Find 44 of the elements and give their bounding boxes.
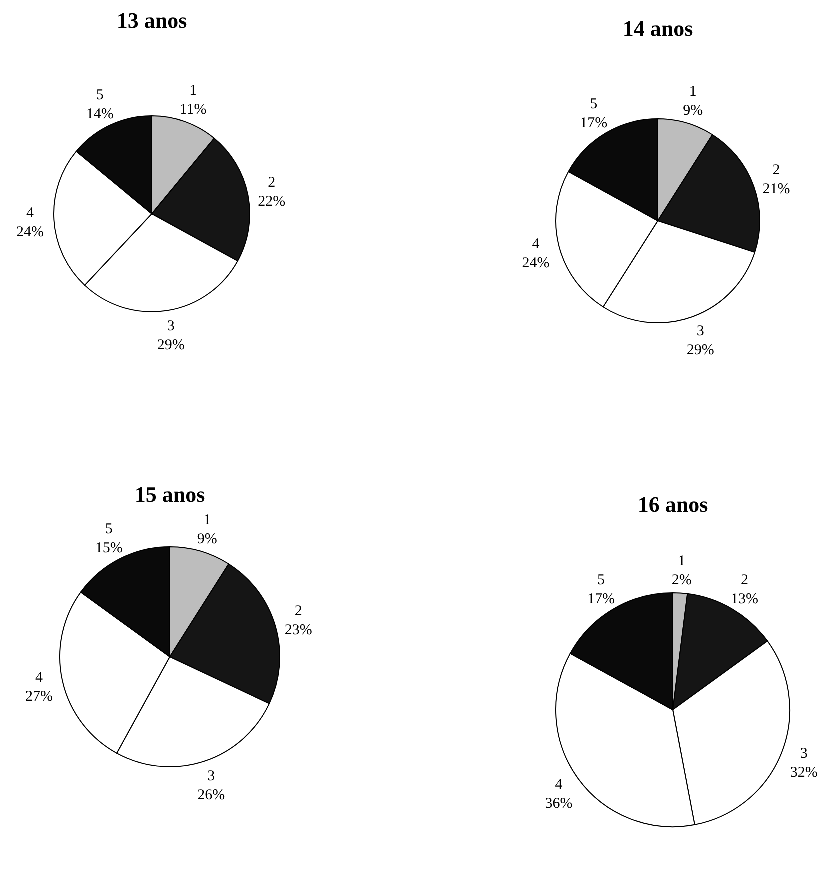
- data-label: 11%: [180, 102, 207, 118]
- slice-label: 4: [26, 206, 34, 222]
- slice-label: 3: [208, 768, 216, 784]
- data-label: 29%: [686, 342, 714, 359]
- data-label: 22%: [258, 194, 286, 210]
- slice-label: 4: [35, 670, 44, 686]
- slice-label: 5: [597, 572, 605, 589]
- slice-label: 1: [190, 83, 198, 100]
- data-label: 27%: [25, 689, 53, 706]
- data-label: 13%: [731, 592, 759, 608]
- data-label: 17%: [587, 592, 615, 608]
- slice-label: 5: [96, 88, 104, 104]
- slice-label: 4: [532, 236, 540, 252]
- slice-label: 5: [105, 522, 113, 538]
- slice-label: 4: [555, 776, 564, 793]
- slice-label: 5: [590, 96, 598, 113]
- chart-title: 15 anos: [134, 482, 206, 507]
- slice-label: 2: [772, 162, 780, 178]
- slice-label: 3: [696, 324, 704, 340]
- data-label: 17%: [580, 116, 608, 132]
- data-label: 9%: [197, 531, 218, 548]
- data-label: 29%: [157, 338, 185, 354]
- chart-title: 13 anos: [116, 8, 188, 33]
- slice-label: 1: [678, 553, 686, 570]
- data-label: 2%: [672, 572, 692, 588]
- data-label: 14%: [86, 106, 114, 123]
- data-label: 26%: [198, 787, 226, 804]
- data-label: 9%: [683, 103, 704, 120]
- data-label: 24%: [16, 224, 44, 241]
- slice-label: 3: [167, 318, 175, 334]
- data-label: 32%: [790, 764, 818, 781]
- data-label: 24%: [522, 255, 550, 272]
- data-label: 15%: [95, 540, 123, 557]
- chart-title: 14 anos: [622, 16, 694, 41]
- data-label: 36%: [545, 796, 573, 812]
- data-label: 23%: [284, 622, 312, 639]
- slice-label: 3: [800, 746, 808, 762]
- data-label: 21%: [762, 181, 790, 198]
- chart-title: 16 anos: [638, 492, 709, 517]
- slice-label: 2: [268, 175, 276, 192]
- slice-label: 2: [741, 572, 749, 589]
- slice-label: 1: [689, 84, 697, 100]
- slice-label: 2: [294, 604, 302, 620]
- slice-label: 1: [204, 512, 212, 528]
